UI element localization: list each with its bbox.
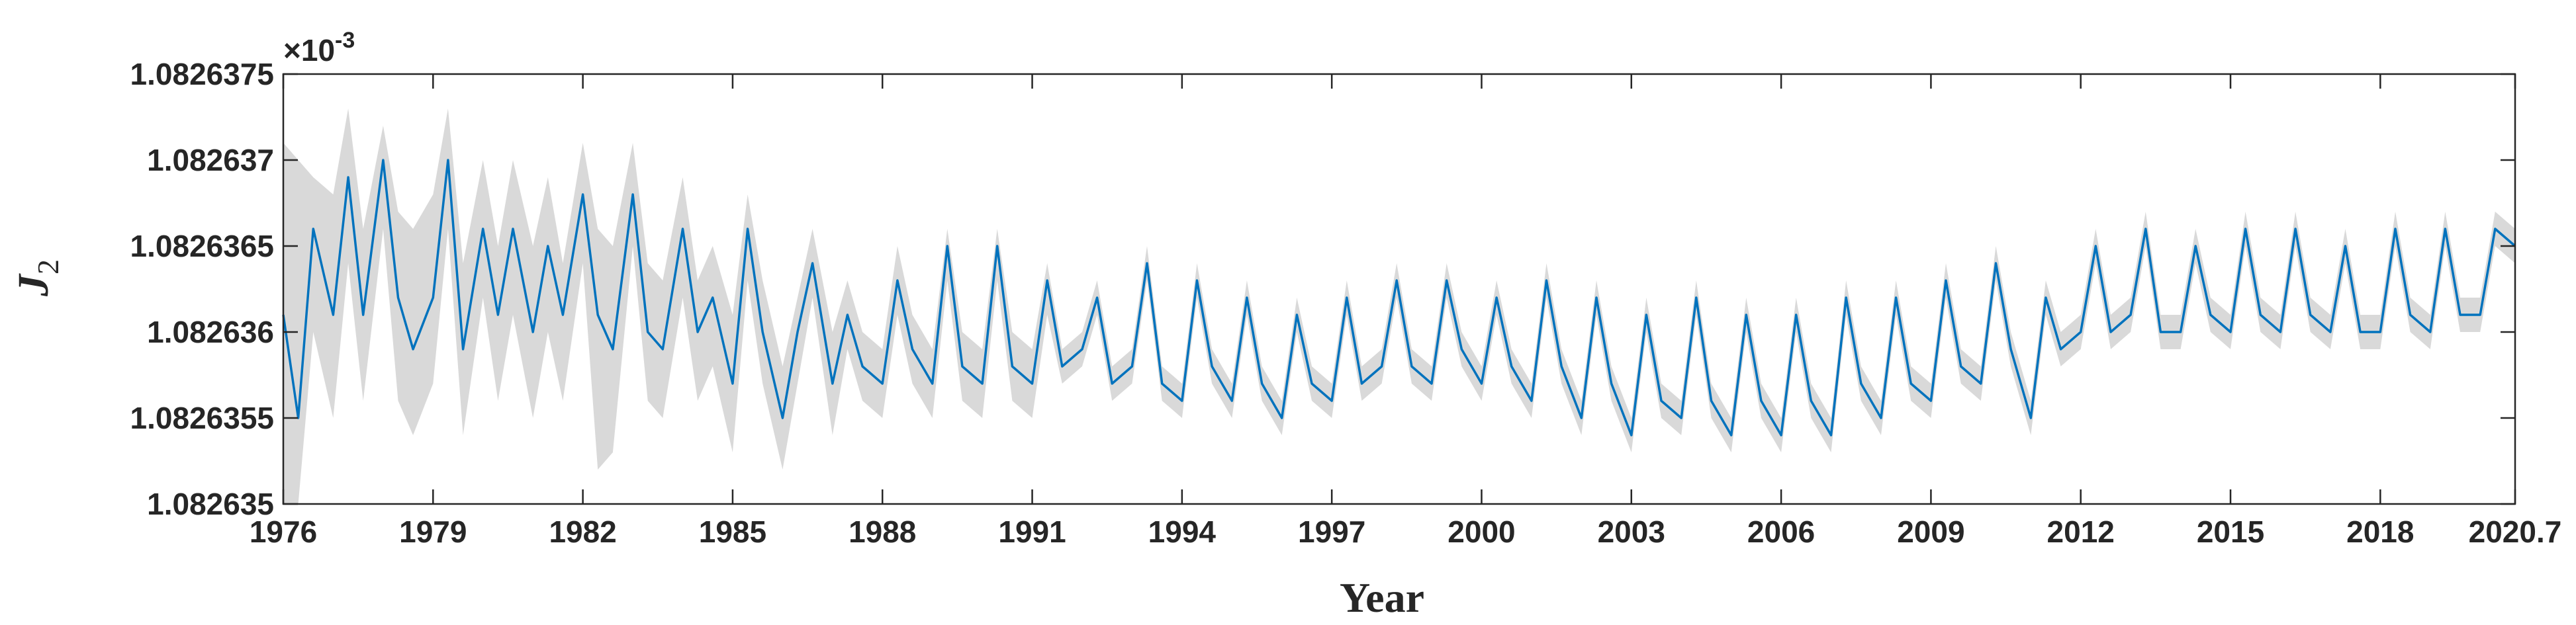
series-line-layer (282, 159, 2516, 437)
y-tick-label: 1.0826365 (130, 229, 274, 263)
x-tick-label: 1991 (998, 515, 1066, 549)
ticks-layer: 1976 1979 1982 1985 1988 1991 1994 1997 2000 2003… (130, 57, 2562, 549)
uncertainty-band-layer (283, 108, 2515, 504)
x-tick-label: 2020.7 (2469, 515, 2562, 549)
plot-area-frame (282, 73, 2516, 505)
y-tick-label: 1.082637 (147, 143, 274, 177)
x-tick-label: 1997 (1298, 515, 1365, 549)
x-tick-label: 1994 (1148, 515, 1217, 549)
series-line-0 (282, 159, 2516, 437)
y-axis-label-main: J (9, 273, 58, 297)
x-tick-label: 1985 (699, 515, 766, 549)
x-tick-label: 2012 (2047, 515, 2115, 549)
uncertainty-band (283, 108, 2515, 504)
y-axis-exponent-power: -3 (335, 28, 355, 53)
x-axis-label: Year (1340, 574, 1424, 621)
x-tick-label: 1976 (250, 515, 317, 549)
y-tick-label: 1.082636 (147, 315, 274, 349)
y-tick-label: 1.0826355 (130, 401, 274, 435)
x-tick-label: 2018 (2346, 515, 2414, 549)
y-axis-exponent-prefix: ×10 (283, 33, 335, 67)
x-tick-label: 1979 (399, 515, 467, 549)
x-tick-label: 2009 (1897, 515, 1964, 549)
y-axis-label-subscript: 2 (31, 259, 65, 274)
x-tick-label: 2006 (1747, 515, 1815, 549)
x-tick-label: 2000 (1448, 515, 1515, 549)
axes-layer (282, 73, 2516, 505)
x-tick-label: 1982 (549, 515, 616, 549)
y-axis-exponent-label: ×10-3 (283, 28, 355, 67)
x-tick-label: 2015 (2197, 515, 2264, 549)
x-tick-label: 2003 (1598, 515, 1665, 549)
x-tick-label: 1988 (849, 515, 916, 549)
y-tick-label: 1.082635 (147, 487, 274, 521)
y-axis-label: J2 (9, 259, 65, 297)
y-tick-label: 1.0826375 (130, 57, 274, 91)
